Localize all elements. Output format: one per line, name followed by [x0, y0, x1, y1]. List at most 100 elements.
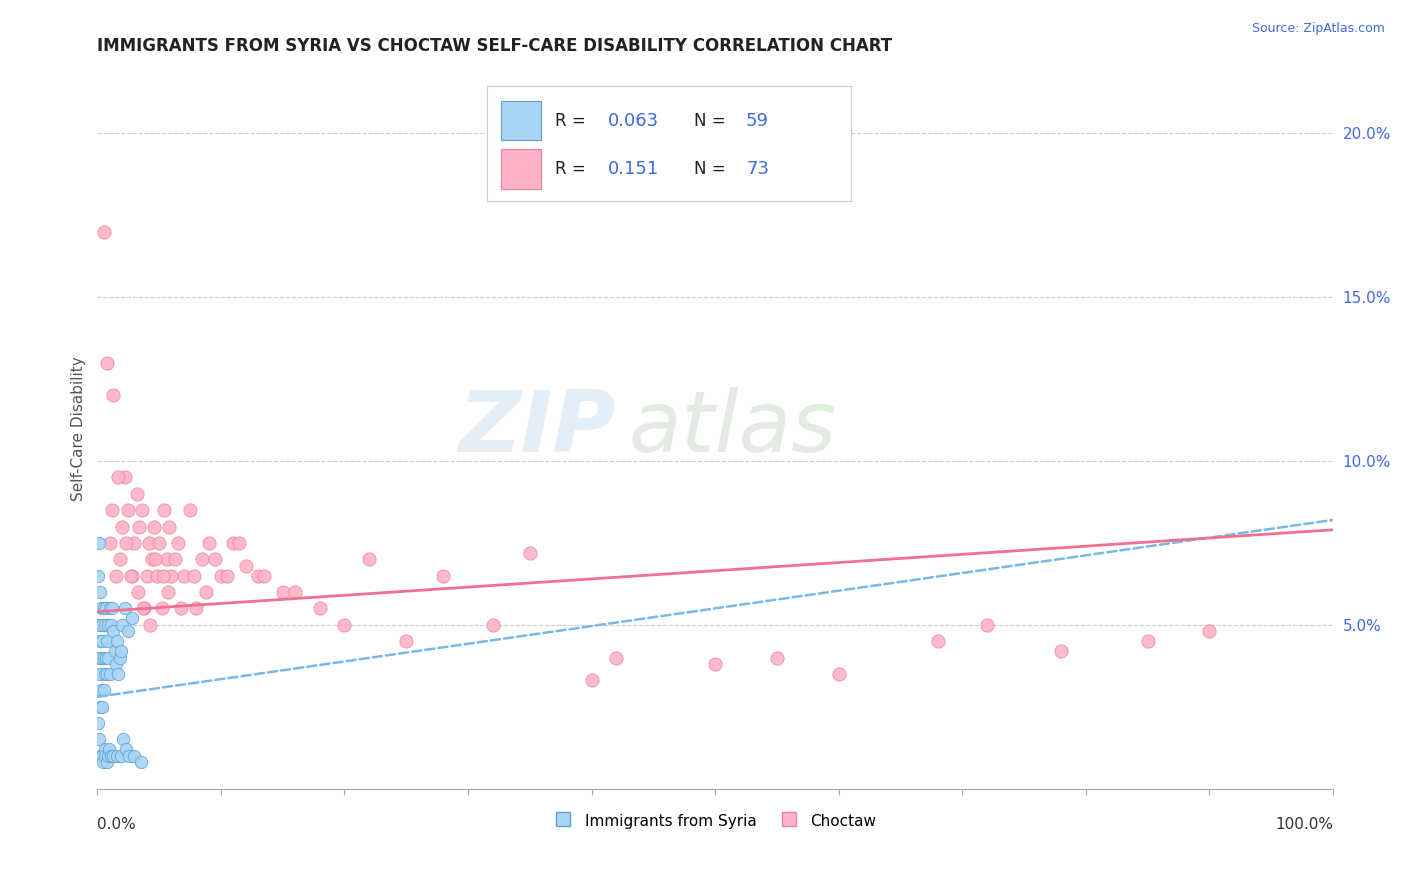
Point [217, 568, 239, 582]
Point [271, 585, 294, 599]
Point [308, 601, 330, 615]
Point [128, 519, 150, 533]
Text: IMMIGRANTS FROM SYRIA VS CHOCTAW SELF-CARE DISABILITY CORRELATION CHART: IMMIGRANTS FROM SYRIA VS CHOCTAW SELF-CA… [97, 37, 893, 55]
Point [432, 568, 454, 582]
Point [117, 503, 139, 517]
Point [108, 650, 131, 665]
Text: 0.0%: 0.0% [97, 817, 136, 832]
Point [94, 742, 117, 756]
Point [127, 585, 149, 599]
Text: R =: R = [554, 160, 591, 178]
Point [157, 519, 180, 533]
Point [87, 650, 110, 665]
Point [124, 536, 146, 550]
Point [93, 650, 115, 665]
Point [90, 683, 112, 698]
Point [246, 568, 269, 582]
Point [145, 568, 167, 582]
Point [156, 585, 179, 599]
Point [98, 742, 121, 756]
Point [98, 536, 121, 550]
Point [605, 650, 627, 665]
Point [1050, 644, 1073, 658]
Point [1198, 624, 1220, 639]
Point [87, 568, 110, 582]
Point [1136, 634, 1159, 648]
Legend: Immigrants from Syria, Choctaw: Immigrants from Syria, Choctaw [548, 806, 882, 835]
Point [114, 470, 136, 484]
Point [114, 742, 136, 756]
Point [121, 611, 143, 625]
Point [94, 601, 117, 615]
Text: atlas: atlas [628, 387, 837, 470]
Point [112, 732, 135, 747]
Point [89, 585, 111, 599]
Point [191, 552, 214, 566]
Point [89, 732, 111, 747]
Point [204, 552, 226, 566]
FancyBboxPatch shape [486, 86, 851, 202]
Point [519, 546, 541, 560]
Point [114, 536, 136, 550]
Point [107, 666, 129, 681]
Point [107, 470, 129, 484]
Point [103, 748, 125, 763]
Point [96, 356, 118, 370]
Point [89, 748, 111, 763]
Point [91, 699, 114, 714]
Point [97, 650, 120, 665]
Point [105, 748, 128, 763]
Point [91, 634, 114, 648]
Text: N =: N = [695, 160, 731, 178]
Point [111, 617, 134, 632]
Point [173, 568, 195, 582]
Point [145, 552, 167, 566]
FancyBboxPatch shape [502, 149, 541, 189]
Point [108, 552, 131, 566]
Point [101, 503, 124, 517]
Point [581, 673, 603, 688]
Point [165, 552, 187, 566]
Point [359, 552, 381, 566]
Point [132, 601, 155, 615]
Point [90, 748, 112, 763]
Point [94, 617, 117, 632]
Point [89, 634, 111, 648]
Point [101, 601, 124, 615]
Point [253, 568, 276, 582]
Point [94, 666, 117, 681]
Point [87, 716, 110, 731]
Point [139, 617, 162, 632]
Text: 59: 59 [747, 112, 769, 129]
Point [927, 634, 949, 648]
Point [148, 536, 170, 550]
Point [93, 601, 115, 615]
Point [121, 568, 143, 582]
FancyBboxPatch shape [502, 101, 541, 140]
Text: 100.0%: 100.0% [1275, 817, 1333, 832]
Point [87, 536, 110, 550]
Point [976, 617, 998, 632]
Point [90, 601, 112, 615]
Point [96, 666, 118, 681]
Point [124, 748, 146, 763]
Point [153, 503, 176, 517]
Point [125, 487, 148, 501]
Point [170, 601, 193, 615]
Point [481, 617, 503, 632]
Point [91, 617, 114, 632]
Point [90, 650, 112, 665]
Point [828, 666, 851, 681]
Point [179, 503, 201, 517]
Point [111, 519, 134, 533]
Point [333, 617, 356, 632]
Point [94, 748, 117, 763]
Point [135, 568, 157, 582]
Point [160, 568, 183, 582]
Point [131, 503, 153, 517]
Point [235, 558, 257, 573]
Text: 0.063: 0.063 [607, 112, 659, 129]
Point [143, 519, 166, 533]
Point [89, 699, 111, 714]
Point [93, 683, 115, 698]
